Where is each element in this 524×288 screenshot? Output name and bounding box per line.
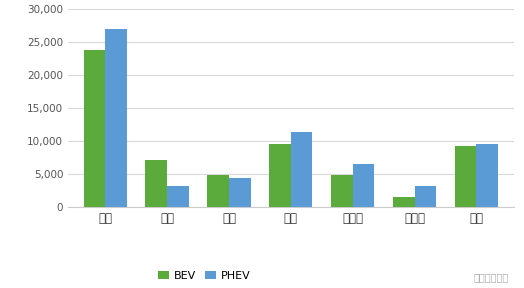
Bar (393, 198, 414, 207)
Bar (455, 146, 476, 207)
Bar (208, 175, 229, 207)
Bar (331, 175, 353, 207)
Bar (353, 164, 374, 207)
Bar (167, 185, 189, 207)
Bar (414, 186, 436, 207)
Text: 汽车电子设计: 汽车电子设计 (473, 272, 508, 282)
Bar (476, 144, 498, 207)
Bar (84, 50, 105, 207)
Bar (105, 29, 127, 207)
Bar (269, 144, 291, 207)
Bar (291, 132, 312, 207)
Bar (146, 160, 167, 207)
Legend: BEV, PHEV: BEV, PHEV (154, 266, 255, 285)
Bar (229, 177, 250, 207)
